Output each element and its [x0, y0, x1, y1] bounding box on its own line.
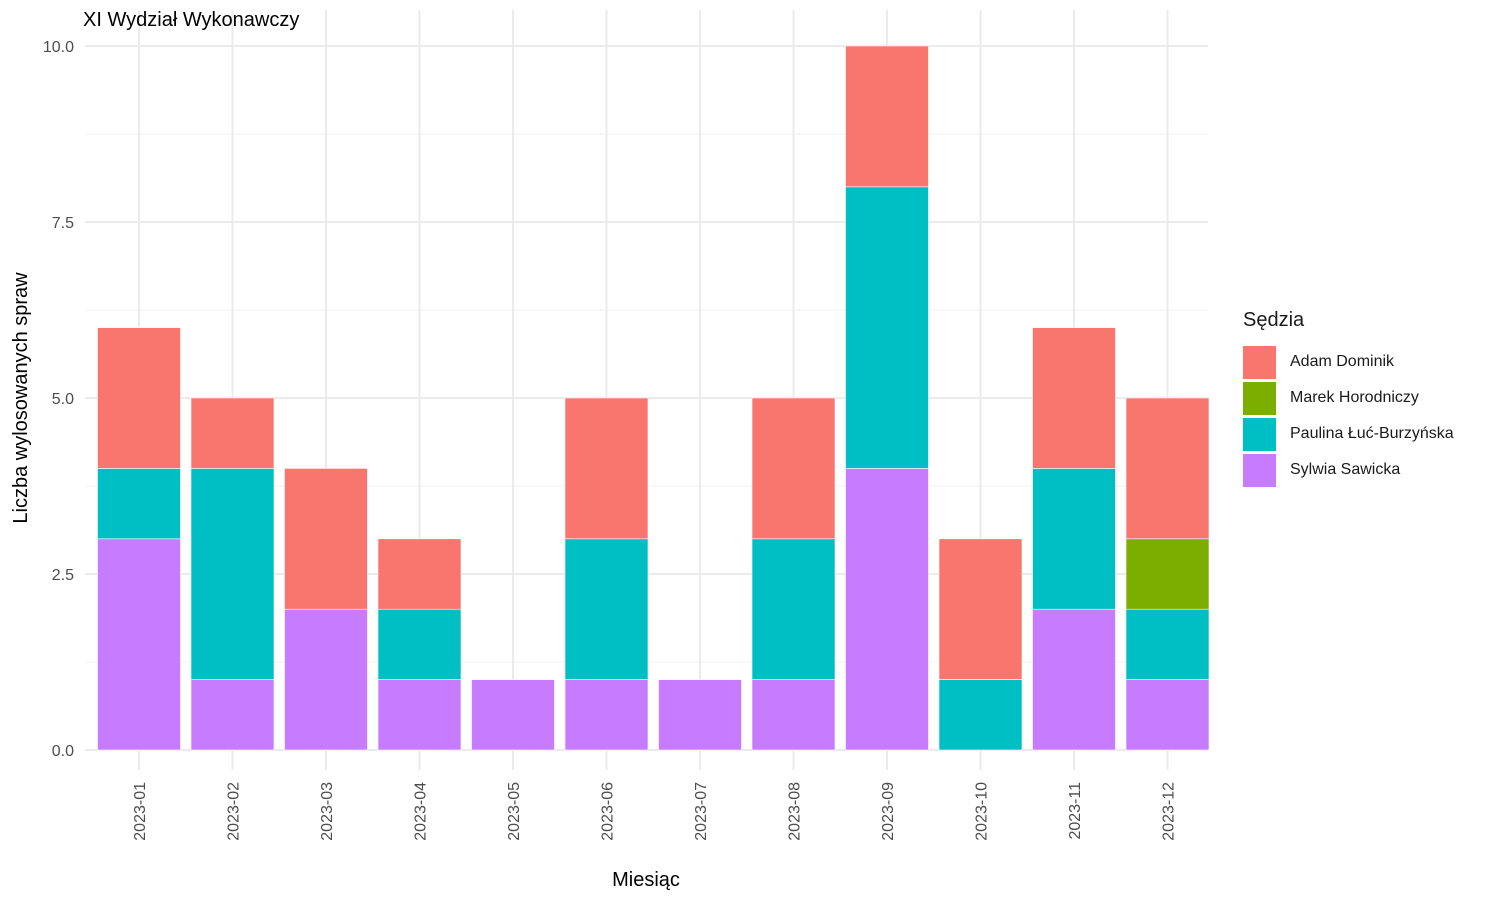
bar-segment-adam-dominik-2023-12	[1125, 397, 1210, 540]
bar-segment-sylwia-sawicka-2023-02	[190, 679, 275, 751]
y-tick-label: 2.5	[52, 567, 74, 584]
bars	[97, 45, 1210, 751]
legend-key	[1243, 453, 1276, 487]
y-tick-label: 10.0	[43, 39, 74, 56]
legend-label: Adam Dominik	[1290, 353, 1395, 370]
legend-item: Sylwia Sawicka	[1243, 452, 1493, 488]
bar-segment-sylwia-sawicka-2023-03	[284, 608, 368, 751]
x-axis-label: Miesiąc	[612, 869, 680, 891]
x-tick-label: 2023-01	[132, 782, 149, 841]
legend: Sędzia Adam Dominik Marek Horodniczy Pauli…	[1243, 309, 1493, 488]
legend-label: Sylwia Sawicka	[1290, 461, 1401, 478]
bar-segment-paulina-uc-burzyn-ska-2023-01	[97, 468, 181, 540]
bar-segment-paulina-uc-burzyn-ska-2023-12	[1125, 608, 1210, 680]
x-tick-label: 2023-08	[787, 782, 804, 841]
x-axis-ticks: 2023-01 2023-02 2023-03 2023-04 2023-05 2023-…	[132, 782, 1178, 841]
bar-segment-paulina-uc-burzyn-ska-2023-11	[1032, 468, 1116, 610]
legend-item: Paulina Łuć-Burzyńska	[1243, 416, 1493, 452]
bar-segment-paulina-uc-burzyn-ska-2023-02	[190, 468, 275, 680]
x-tick-label: 2023-11	[1067, 782, 1084, 840]
bar-segment-sylwia-sawicka-2023-01	[97, 538, 181, 751]
legend-item: Marek Horodniczy	[1243, 380, 1493, 416]
bar-segment-adam-dominik-2023-01	[97, 327, 181, 469]
bar-segment-sylwia-sawicka-2023-09	[845, 468, 929, 751]
x-tick-label: 2023-06	[600, 782, 617, 841]
bar-segment-adam-dominik-2023-08	[751, 397, 836, 540]
bar-segment-adam-dominik-2023-04	[377, 538, 462, 610]
y-axis-label: Liczba wylosowanych spraw	[10, 272, 32, 524]
legend-label: Marek Horodniczy	[1290, 389, 1419, 406]
legend-key	[1243, 417, 1276, 451]
bar-segment-adam-dominik-2023-10	[938, 538, 1023, 680]
bar-segment-paulina-uc-burzyn-ska-2023-08	[751, 538, 836, 680]
legend-key	[1243, 345, 1276, 379]
y-axis-ticks: 0.0 2.5 5.0 7.5 10.0	[43, 39, 74, 760]
legend-items: Adam Dominik Marek Horodniczy Paulina Łuć-…	[1243, 344, 1493, 488]
x-tick-label: 2023-02	[226, 782, 243, 841]
bar-segment-adam-dominik-2023-11	[1032, 327, 1116, 469]
bar-segment-adam-dominik-2023-02	[190, 397, 275, 469]
bar-segment-sylwia-sawicka-2023-06	[564, 679, 649, 751]
bar-segment-adam-dominik-2023-06	[564, 397, 649, 540]
x-tick-label: 2023-10	[974, 782, 991, 841]
bar-segment-paulina-uc-burzyn-ska-2023-09	[845, 186, 929, 469]
legend-key	[1243, 381, 1276, 415]
x-tick-label: 2023-05	[506, 782, 523, 841]
bar-segment-sylwia-sawicka-2023-05	[471, 679, 555, 751]
bar-segment-sylwia-sawicka-2023-07	[658, 679, 742, 751]
y-tick-label: 5.0	[52, 391, 74, 408]
bar-segment-sylwia-sawicka-2023-04	[377, 679, 462, 751]
bar-segment-adam-dominik-2023-09	[845, 45, 929, 188]
y-tick-label: 7.5	[52, 215, 74, 232]
x-tick-label: 2023-04	[413, 782, 430, 841]
x-tick-label: 2023-07	[693, 782, 710, 841]
bar-segment-adam-dominik-2023-03	[284, 468, 368, 610]
legend-title: Sędzia	[1243, 309, 1305, 331]
bar-segment-sylwia-sawicka-2023-11	[1032, 608, 1116, 751]
x-tick-label: 2023-03	[319, 782, 336, 841]
chart-title: XI Wydział Wykonawczy	[83, 9, 299, 31]
bar-segment-sylwia-sawicka-2023-12	[1125, 679, 1210, 751]
x-tick-label: 2023-12	[1161, 782, 1178, 841]
y-tick-label: 0.0	[52, 743, 74, 760]
legend-item: Adam Dominik	[1243, 344, 1493, 380]
legend-label: Paulina Łuć-Burzyńska	[1290, 425, 1454, 442]
x-tick-label: 2023-09	[880, 782, 897, 841]
bar-segment-sylwia-sawicka-2023-08	[751, 679, 836, 751]
bar-segment-paulina-uc-burzyn-ska-2023-04	[377, 608, 462, 680]
bar-segment-paulina-uc-burzyn-ska-2023-06	[564, 538, 649, 680]
bar-segment-marek-horodniczy-2023-12	[1125, 538, 1210, 610]
bar-segment-paulina-uc-burzyn-ska-2023-10	[938, 679, 1023, 751]
